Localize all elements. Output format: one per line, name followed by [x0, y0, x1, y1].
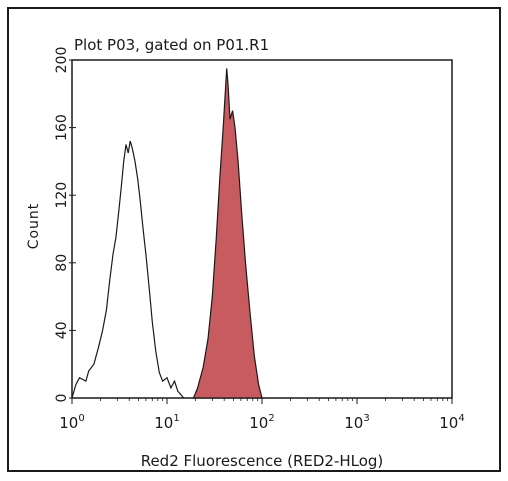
- x-tick-label: 101: [154, 413, 179, 432]
- y-tick-label: 0: [54, 394, 70, 403]
- histogram-series-1: [71, 140, 185, 399]
- chart-title: Plot P03, gated on P01.R1: [74, 36, 269, 54]
- y-axis-label: Count: [26, 203, 42, 250]
- y-tick-label: 120: [54, 182, 70, 209]
- y-tick-label: 80: [54, 254, 70, 272]
- x-tick-label: 103: [344, 413, 369, 432]
- x-tick-label: 104: [439, 413, 464, 432]
- x-axis-label: Red2 Fluorescence (RED2-HLog): [141, 452, 384, 470]
- plot-area-border: [71, 59, 453, 399]
- y-tick-label: 200: [54, 47, 70, 74]
- histogram-series-2: [192, 68, 263, 399]
- x-tick-label: 102: [249, 413, 274, 432]
- x-tick-label: 100: [59, 413, 84, 432]
- y-tick-label: 40: [54, 321, 70, 339]
- y-tick-label: 160: [54, 114, 70, 141]
